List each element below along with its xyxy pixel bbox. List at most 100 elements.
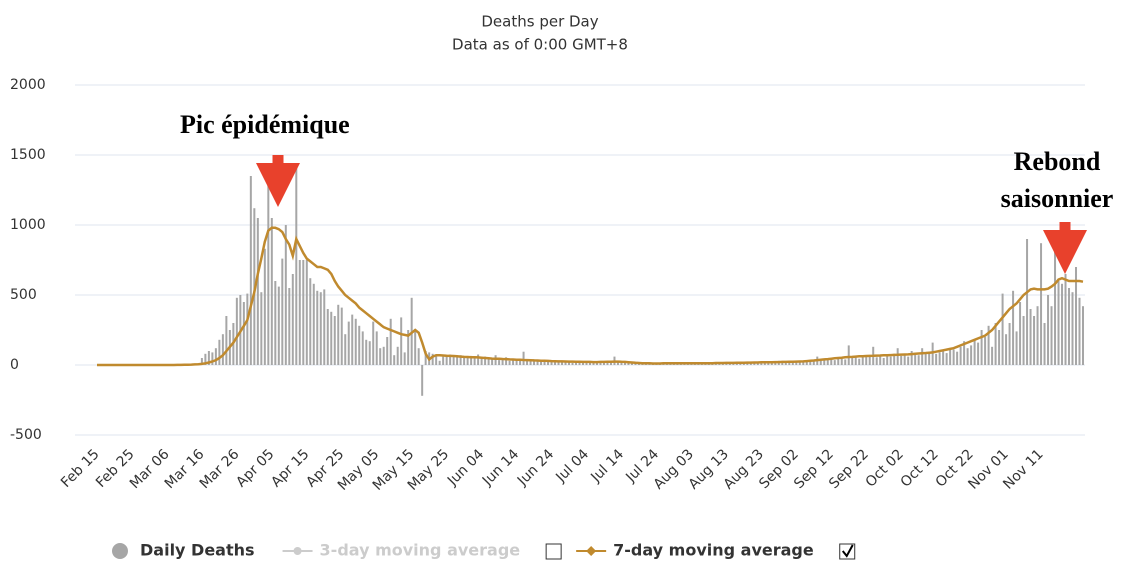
- bar: [515, 360, 518, 365]
- bar: [487, 359, 490, 365]
- bar: [347, 321, 350, 365]
- checkbox[interactable]: [545, 543, 562, 560]
- bar: [340, 307, 343, 365]
- bar: [917, 355, 920, 365]
- bar: [400, 317, 403, 365]
- bar: [274, 281, 277, 365]
- x-tick-label: Jun 04: [444, 446, 487, 489]
- bar: [914, 353, 917, 365]
- bar: [379, 348, 382, 365]
- legend-label[interactable]: Daily Deaths: [140, 541, 255, 560]
- bar: [595, 362, 598, 365]
- bar: [312, 283, 315, 365]
- bar: [445, 355, 448, 365]
- bar: [281, 258, 284, 365]
- bar: [277, 286, 280, 365]
- bar: [547, 360, 550, 365]
- bar: [522, 351, 525, 365]
- bar: [998, 330, 1001, 365]
- bar: [903, 354, 906, 365]
- bar: [830, 359, 833, 365]
- annotation: Pic épidémique: [180, 110, 350, 139]
- bar: [218, 339, 221, 365]
- bar: [770, 362, 773, 365]
- bar: [809, 360, 812, 365]
- x-tick-label: Jul 04: [552, 446, 592, 486]
- bar: [477, 354, 480, 365]
- bar: [256, 218, 259, 365]
- bar: [459, 355, 462, 365]
- bar: [795, 362, 798, 365]
- bar: [295, 164, 298, 365]
- bar: [557, 362, 560, 365]
- bar: [935, 353, 938, 365]
- legend-label[interactable]: 3-day moving average: [320, 541, 521, 560]
- bar: [924, 352, 927, 365]
- bar: [592, 362, 595, 365]
- bar: [564, 362, 567, 365]
- bar: [337, 304, 340, 365]
- bar: [1047, 295, 1050, 365]
- bar: [938, 352, 941, 365]
- bar: [494, 355, 497, 365]
- bar: [805, 360, 808, 365]
- bar: [284, 225, 287, 365]
- legend-label[interactable]: 7-day moving average: [613, 541, 814, 560]
- bar: [812, 361, 815, 365]
- bar: [763, 362, 766, 365]
- legend-marker: [293, 547, 302, 555]
- bar: [784, 362, 787, 365]
- bar: [207, 351, 210, 365]
- bar: [368, 341, 371, 365]
- bar: [826, 360, 829, 365]
- annotation: saisonnier: [1001, 184, 1114, 213]
- bar: [540, 361, 543, 365]
- bar: [1019, 302, 1022, 365]
- bar: [802, 361, 805, 365]
- bar: [501, 359, 504, 365]
- bar: [620, 362, 623, 365]
- bar: [396, 346, 399, 365]
- bar: [571, 362, 574, 365]
- bar: [221, 334, 224, 365]
- bar: [589, 362, 591, 365]
- bar: [438, 360, 441, 365]
- bar: [1012, 290, 1015, 365]
- bar: [508, 360, 511, 365]
- bar: [966, 348, 969, 365]
- bar: [1022, 316, 1025, 365]
- bar: [980, 330, 983, 365]
- y-tick-label: -500: [10, 427, 42, 443]
- bar: [351, 314, 354, 365]
- bar: [365, 339, 368, 365]
- bar: [602, 362, 605, 365]
- bar: [910, 351, 913, 365]
- bar: [907, 356, 910, 365]
- bar: [466, 358, 469, 365]
- bar: [361, 331, 364, 365]
- bar: [309, 278, 312, 365]
- x-tick-label: Apr 05: [233, 446, 277, 490]
- bar: [298, 260, 301, 365]
- y-tick-label: 500: [10, 287, 37, 303]
- bar: [963, 341, 966, 365]
- bar: [1033, 316, 1036, 365]
- y-tick-label: 0: [10, 357, 19, 373]
- bar: [533, 359, 536, 365]
- bar: [861, 357, 864, 365]
- bar: [263, 248, 266, 365]
- bar: [246, 293, 249, 365]
- bar: [267, 169, 270, 365]
- bar: [473, 357, 476, 365]
- bar: [854, 356, 857, 365]
- bar: [358, 325, 361, 365]
- checkbox-check: [841, 544, 854, 558]
- bar: [305, 260, 308, 365]
- bar: [945, 353, 948, 365]
- annotation: Rebond: [1014, 147, 1101, 176]
- bar: [414, 330, 417, 365]
- bar: [424, 351, 427, 365]
- bar: [928, 353, 931, 365]
